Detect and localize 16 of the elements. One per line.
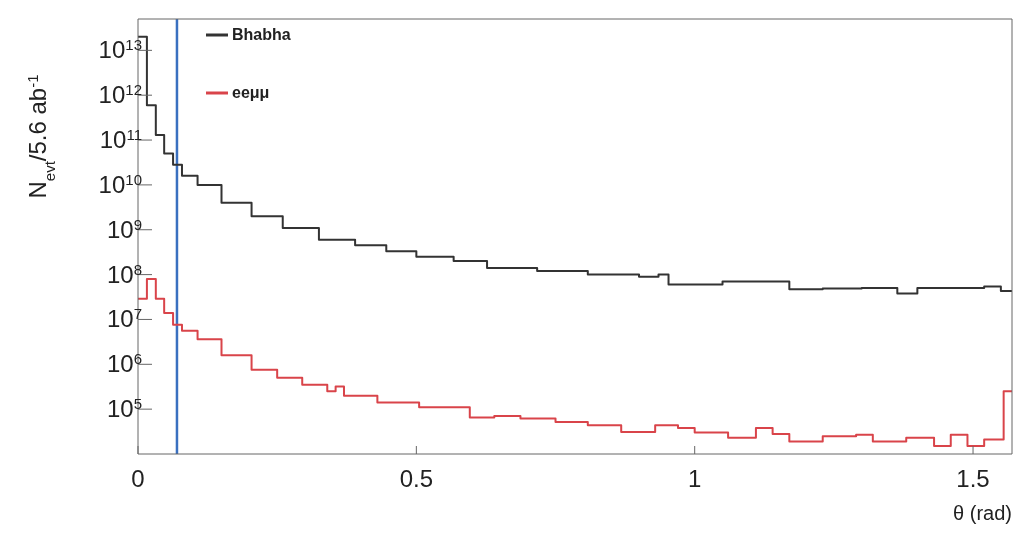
- y-tick-label: 10$^{7}$: [106, 304, 142, 333]
- x-tick-label: 1: [688, 465, 702, 493]
- y-tick-label: 10$^{11}$: [99, 125, 142, 154]
- legend-label: Bhabha: [232, 26, 291, 44]
- y-tick-label: 10$^{8}$: [106, 260, 142, 288]
- legend-label: eeμμ: [232, 84, 270, 102]
- x-tick-label: 0.5: [399, 465, 434, 493]
- y-tick-label: 10$^{9}$: [106, 215, 142, 243]
- y-tick-label: 10$^{12}$: [98, 80, 142, 109]
- y-tick-label: 10$^{10}$: [98, 170, 142, 198]
- y-tick-label: 10$^{5}$: [106, 394, 142, 423]
- x-tick-label: 1.5: [956, 465, 990, 493]
- x-tick-label: 0: [131, 465, 145, 493]
- x-axis-title: θ (rad): [953, 502, 1012, 524]
- y-tick-label: 10$^{6}$: [106, 349, 142, 378]
- y-tick-label: 10$^{13}$: [98, 35, 142, 64]
